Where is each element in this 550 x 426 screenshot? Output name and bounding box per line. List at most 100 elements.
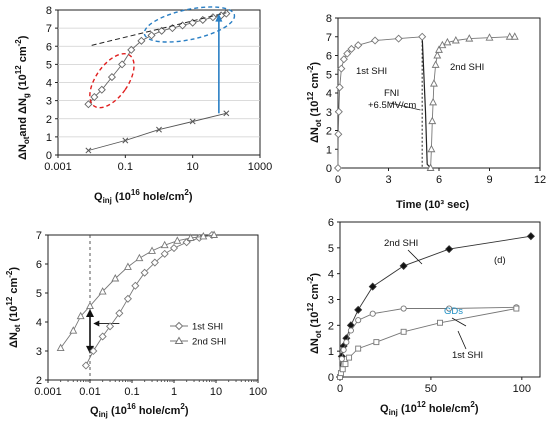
y-tick-label: 0 <box>46 150 52 162</box>
data-point <box>157 26 166 35</box>
x-axis-label-b: Time (10³ sec) <box>396 199 470 211</box>
y-tick-label: 6 <box>46 41 52 53</box>
data-point <box>122 137 129 144</box>
data-point <box>399 261 408 270</box>
legend-c: 1st SHI 2nd SHI <box>170 322 226 348</box>
panel-bottom-left: 0.001 0.01 0.1 1 10 100 2 3 4 5 6 7 Qinj (1016 hole… <box>5 230 267 419</box>
data-point <box>84 100 93 109</box>
plot-frame-b <box>337 17 541 169</box>
difference-arrow-head-up <box>86 308 94 317</box>
data-point <box>160 249 169 258</box>
x-tick-label: 0.01 <box>79 386 100 398</box>
data-point <box>56 343 65 352</box>
legend-marker-1st <box>174 321 184 331</box>
x-tick-label: 1 <box>171 386 177 398</box>
data-point <box>89 346 98 356</box>
x-tick-label: 0.1 <box>118 161 133 173</box>
data-point <box>115 309 124 318</box>
data-point <box>337 64 346 73</box>
legend-label-2nd: 2nd SHI <box>192 337 226 348</box>
data-point <box>347 44 356 53</box>
data-point <box>433 51 442 59</box>
x-tick-label: 50 <box>425 383 437 395</box>
y-tick-label: 0 <box>328 372 334 384</box>
data-point <box>340 346 347 353</box>
data-point <box>427 144 436 153</box>
y-axis-label-c: ΔNot (1012 cm-2) <box>5 267 22 348</box>
data-point <box>354 41 363 50</box>
data-point <box>97 85 106 94</box>
data-point <box>150 258 159 267</box>
shift-arrow-head <box>215 13 223 22</box>
data-point <box>373 339 380 346</box>
y-tick-label: 5 <box>326 69 332 81</box>
data-point <box>98 332 107 341</box>
data-point <box>485 33 494 41</box>
x-tick-label: 0.1 <box>124 386 139 398</box>
difference-arrow-head-down <box>86 345 94 354</box>
y-tick-label: 2 <box>326 126 332 138</box>
y-axis-label-a: ΔNotand ΔNg (1012 cm-2) <box>14 35 31 160</box>
x-tick-label: 0.001 <box>44 161 72 173</box>
data-point <box>435 45 443 53</box>
y-tick-label: 1 <box>328 346 334 358</box>
pointer-gds <box>451 317 467 327</box>
y-tick-label: 5 <box>46 59 52 71</box>
plot-frame-c <box>47 234 259 381</box>
y-tick-label: 8 <box>326 13 332 25</box>
y-tick-label: 2 <box>46 114 52 126</box>
y-tick-label: 1 <box>326 144 332 156</box>
data-point <box>135 253 144 262</box>
y-tick-label: 4 <box>328 269 334 281</box>
y-tick-label: 3 <box>328 295 334 307</box>
x-tick-label: 10 <box>210 386 222 398</box>
x-axis-label-a: Qinj (1016 hole/cm2) <box>94 188 193 205</box>
data-point <box>222 9 231 18</box>
series-line-b-1 <box>430 36 515 169</box>
data-point <box>156 126 162 133</box>
data-point <box>428 116 437 125</box>
y-tick-label: 3 <box>46 96 52 108</box>
data-point <box>418 32 427 41</box>
data-point <box>445 245 454 254</box>
trend-dashed-line <box>91 12 227 46</box>
data-point <box>118 60 127 69</box>
y-axis-label-d: ΔNot (1012 cm-2) <box>306 273 323 354</box>
y-tick-label: 4 <box>46 78 52 90</box>
y-tick-label: 7 <box>326 32 332 44</box>
data-point <box>123 262 132 270</box>
x-tick-label: 0.001 <box>34 386 62 398</box>
x-tick-label: 0 <box>335 174 341 186</box>
y-tick-label: 5 <box>36 288 42 300</box>
highlight-ellipse-blue <box>143 6 236 43</box>
data-point <box>131 281 140 290</box>
data-point <box>431 60 440 68</box>
data-point <box>98 287 107 295</box>
data-point <box>334 107 343 116</box>
y-tick-label: 5 <box>328 243 334 255</box>
data-point <box>343 49 352 58</box>
data-point <box>147 31 156 40</box>
annotation-1st-shi-d: 1st SHI <box>452 350 483 361</box>
x-tick-label: 6 <box>436 174 442 186</box>
x-tick-label: 1000 <box>248 161 272 173</box>
y-tick-label: 3 <box>36 346 42 358</box>
data-point <box>333 163 343 173</box>
data-point <box>335 83 344 92</box>
data-point <box>426 163 435 171</box>
annotation-2nd-shi-d: 2nd SHI <box>384 238 418 249</box>
annotation-field: +6.5MV/cm <box>368 100 416 111</box>
data-point <box>140 268 149 277</box>
data-point <box>148 246 156 254</box>
y-tick-label: 6 <box>328 217 334 229</box>
data-point <box>400 328 407 335</box>
highlight-ellipse-red <box>89 52 135 109</box>
fni-drop-line <box>421 36 432 169</box>
data-point <box>169 244 179 253</box>
data-point <box>111 274 120 282</box>
y-tick-label: 7 <box>46 23 52 35</box>
data-point <box>186 233 195 241</box>
data-point <box>513 305 520 312</box>
